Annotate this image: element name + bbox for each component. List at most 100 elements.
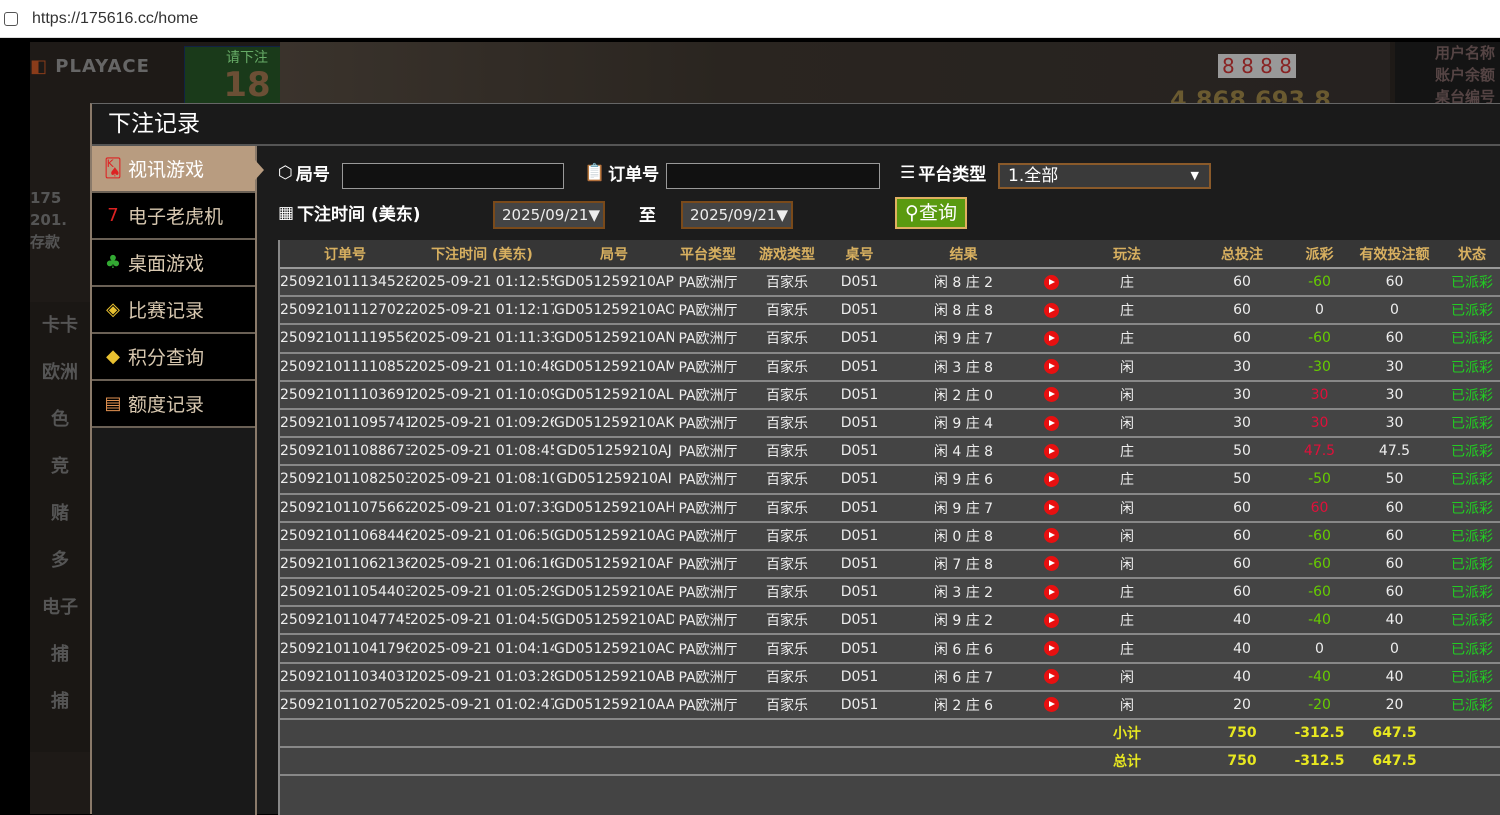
play-replay-icon[interactable] — [1043, 443, 1059, 459]
play-cell[interactable] — [1040, 437, 1062, 467]
play-replay-icon[interactable] — [1043, 500, 1059, 516]
table-row: 250921011068446 2025-09-21 01:06:50 GD0512… — [280, 521, 1500, 551]
table-number-cell: D051 — [832, 352, 887, 382]
play-cell[interactable] — [1040, 634, 1062, 664]
round-label: ⬡ 局号 — [278, 162, 330, 186]
play-cell[interactable] — [1040, 521, 1062, 551]
table-number-cell: D051 — [832, 521, 887, 551]
total-total-bet: 750 — [1192, 747, 1292, 777]
play-replay-icon[interactable] — [1043, 528, 1059, 544]
bet-time-cell: 2025-09-21 01:12:55 — [410, 268, 554, 298]
payout-cell: -30 — [1292, 352, 1347, 382]
play-cell[interactable] — [1040, 268, 1062, 298]
payout-cell: -60 — [1292, 549, 1347, 580]
play-replay-icon[interactable] — [1043, 641, 1059, 657]
valid-bet-cell: 60 — [1347, 578, 1442, 608]
lobby-menu-item: 捕 — [51, 691, 69, 712]
play-replay-icon[interactable] — [1043, 387, 1059, 403]
stat: 201. — [30, 211, 68, 229]
table-row: 250921011075662 2025-09-21 01:07:33 GD0512… — [280, 493, 1500, 523]
bet-time-cell: 2025-09-21 01:06:16 — [410, 549, 554, 580]
bet-record-modal: 下注记录 🂮 视讯游戏 7 电子老虎机 ♣ 桌面游戏 ◈ 比赛记录 ◆ 积分查询 ▤ 额度记录 ⬡ 局号… — [90, 103, 1500, 815]
order-number-input[interactable] — [666, 163, 880, 189]
play-cell[interactable] — [1040, 352, 1062, 382]
play-cell[interactable] — [1040, 324, 1062, 354]
table-game-icon: ♣ — [104, 252, 122, 273]
game-type-cell: 百家乐 — [742, 606, 832, 636]
bet-option-cell: 庄 — [1062, 578, 1192, 608]
table-number-cell: D051 — [832, 380, 887, 410]
diamond-icon: ◆ — [106, 346, 120, 367]
play-replay-icon[interactable] — [1043, 415, 1059, 431]
platform-type-cell: PA欧洲厅 — [674, 493, 742, 523]
nav-item-3[interactable]: ◈ 比赛记录 — [92, 287, 255, 334]
total-bet-cell: 60 — [1192, 549, 1292, 580]
nav-item-5[interactable]: ▤ 额度记录 — [92, 381, 255, 428]
url-text[interactable]: https://175616.cc/home — [32, 9, 199, 27]
play-cell[interactable] — [1040, 465, 1062, 495]
spacer — [280, 747, 1062, 777]
play-cell[interactable] — [1040, 380, 1062, 410]
play-cell[interactable] — [1040, 606, 1062, 636]
site-info-icon[interactable] — [4, 11, 18, 26]
platform-type-cell: PA欧洲厅 — [674, 521, 742, 551]
total-bet-cell: 40 — [1192, 662, 1292, 692]
play-cell[interactable] — [1040, 662, 1062, 692]
play-replay-icon[interactable] — [1043, 612, 1059, 628]
nav-item-1[interactable]: 7 电子老虎机 — [92, 193, 255, 240]
column-header — [1040, 240, 1062, 269]
play-replay-icon[interactable] — [1043, 669, 1059, 685]
play-replay-icon[interactable] — [1043, 274, 1059, 290]
nav-item-4[interactable]: ◆ 积分查询 — [92, 334, 255, 381]
total-bet-cell: 60 — [1192, 578, 1292, 608]
date-to-picker[interactable]: 2025/09/21▼ — [681, 201, 793, 229]
bet-time-cell: 2025-09-21 01:10:09 — [410, 380, 554, 410]
play-replay-icon[interactable] — [1043, 359, 1059, 375]
play-cell[interactable] — [1040, 578, 1062, 608]
spacer — [280, 719, 1062, 749]
result-cell: 闲 2 庄 0 — [887, 380, 1040, 410]
subtotal-valid-bet: 647.5 — [1347, 719, 1442, 749]
play-cell[interactable] — [1040, 549, 1062, 580]
platform-label: ☰ 平台类型 — [900, 162, 987, 186]
bet-option-cell: 闲 — [1062, 690, 1192, 721]
user-stats: 175 201. 存款 — [30, 187, 67, 253]
server-icon: ☰ — [900, 162, 916, 183]
total-bet-cell: 60 — [1192, 521, 1292, 551]
date-from-picker[interactable]: 2025/09/21▼ — [493, 201, 605, 229]
total-bet-cell: 50 — [1192, 465, 1292, 495]
round-number-cell: GD051259210AO — [554, 296, 674, 326]
round-number-input[interactable] — [342, 163, 564, 189]
info-label: 桌台编号 — [1435, 88, 1496, 106]
bet-option-cell: 庄 — [1062, 465, 1192, 495]
play-cell[interactable] — [1040, 408, 1062, 439]
play-replay-icon[interactable] — [1043, 302, 1059, 318]
play-replay-icon[interactable] — [1043, 471, 1059, 487]
play-cell[interactable] — [1040, 296, 1062, 326]
table-row: 250921011082503 2025-09-21 01:08:10 GD0512… — [280, 465, 1500, 495]
play-replay-icon[interactable] — [1043, 330, 1059, 346]
round-number-cell: GD051259210AI — [554, 465, 674, 495]
platform-select[interactable]: 1.全部 ▼ — [998, 163, 1211, 189]
modal-title: 下注记录 — [92, 104, 1500, 146]
bet-option-cell: 闲 — [1062, 380, 1192, 410]
play-replay-icon[interactable] — [1043, 697, 1059, 713]
bet-record-table: 订单号 下注时间 (美东) 局号 平台类型 游戏类型 桌号 结果 玩法 总投注 派彩 有效投注额 状态… — [280, 240, 1500, 777]
status-cell: 已派彩 — [1442, 324, 1500, 354]
play-cell[interactable] — [1040, 690, 1062, 721]
query-button[interactable]: ⚲查询 — [895, 197, 967, 229]
column-header: 桌号 — [832, 240, 887, 269]
play-replay-icon[interactable] — [1043, 584, 1059, 600]
order-number-cell: 250921011103691 — [280, 380, 410, 410]
bet-option-cell: 庄 — [1062, 606, 1192, 636]
spacer — [1442, 747, 1500, 777]
nav-item-0[interactable]: 🂮 视讯游戏 — [92, 146, 264, 193]
nav-item-2[interactable]: ♣ 桌面游戏 — [92, 240, 255, 287]
total-bet-cell: 30 — [1192, 352, 1292, 382]
table-row: 250921011127022 2025-09-21 01:12:17 GD0512… — [280, 296, 1500, 326]
order-number-cell: 250921011088673 — [280, 437, 410, 467]
play-cell[interactable] — [1040, 493, 1062, 523]
valid-bet-cell: 20 — [1347, 690, 1442, 721]
platform-type-cell: PA欧洲厅 — [674, 324, 742, 354]
play-replay-icon[interactable] — [1043, 556, 1059, 572]
